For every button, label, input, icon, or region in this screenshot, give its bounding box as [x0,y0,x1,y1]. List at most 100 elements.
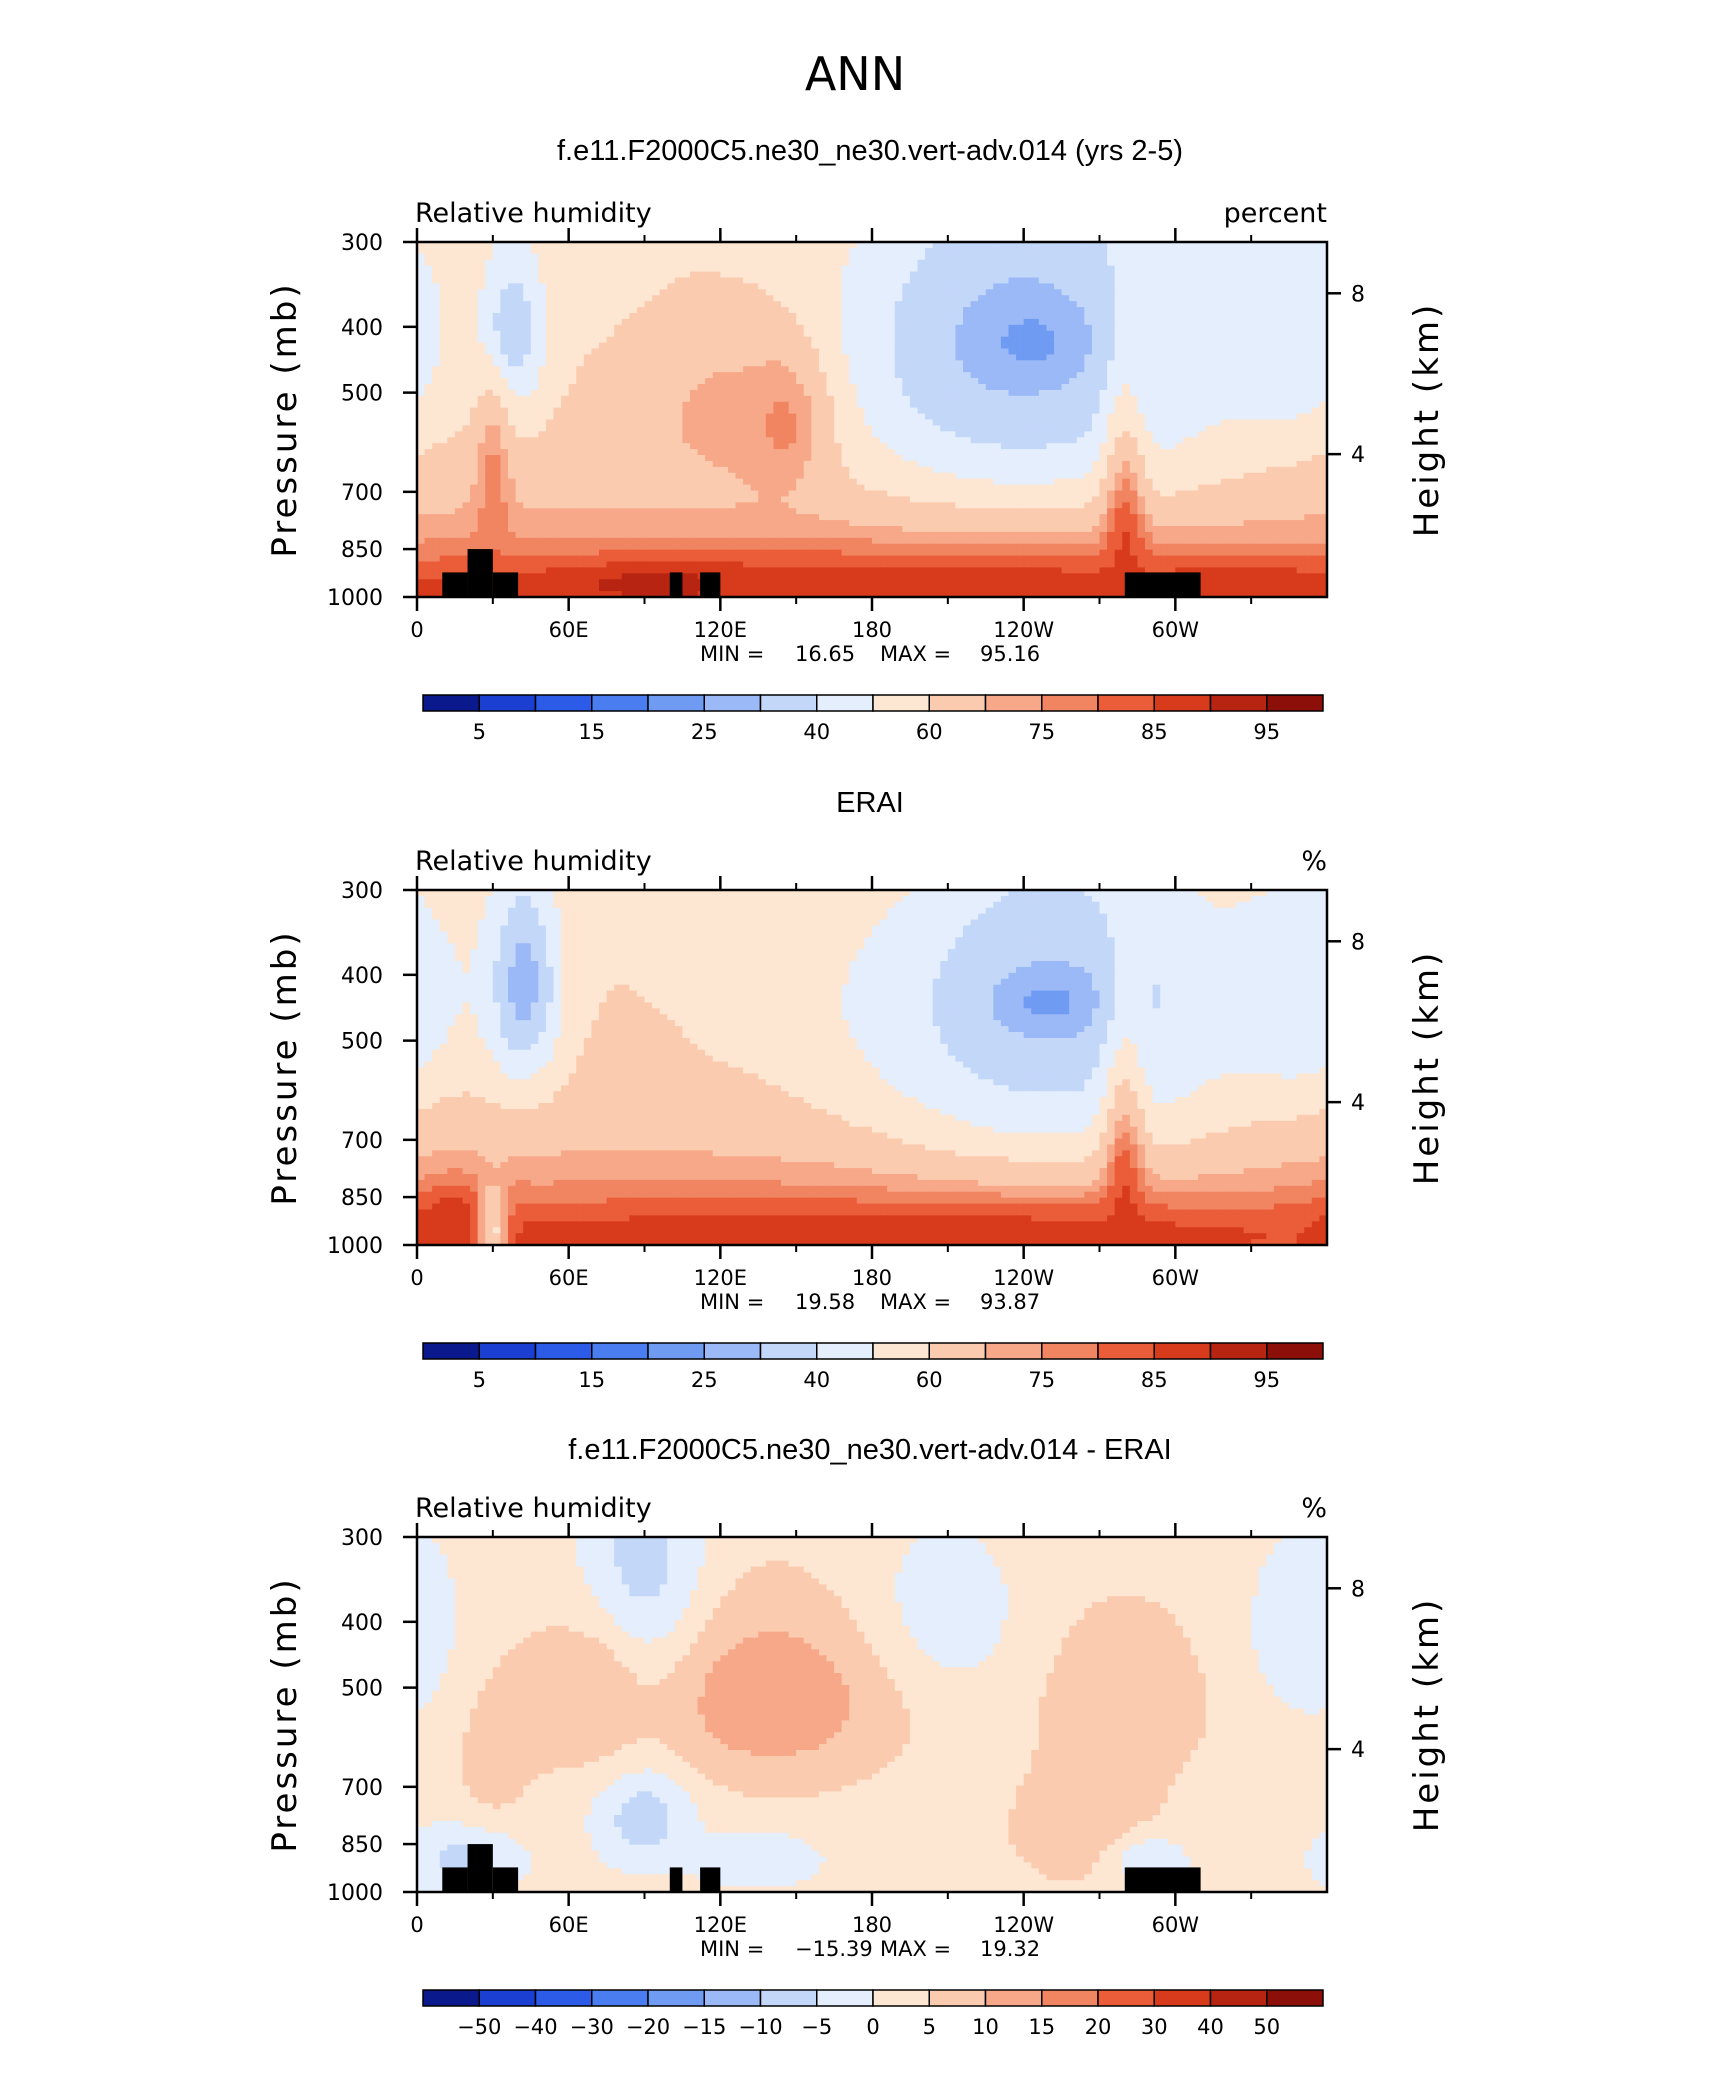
field-cell [1099,372,1108,379]
field-cell [644,307,653,314]
field-cell [1167,384,1176,391]
field-cell [720,253,729,261]
field-cell [985,425,994,432]
field-cell [477,342,486,350]
field-cell [553,407,562,415]
field-cell [1182,455,1192,462]
field-cell [1023,318,1032,326]
field-cell [727,413,737,421]
field-cell [561,259,570,267]
field-cell [424,265,433,273]
field-cell [523,449,532,456]
field-cell [1122,407,1131,415]
field-cell [500,259,509,267]
field-cell [1137,372,1146,379]
field-cell [1031,354,1040,361]
field-cell [705,354,714,361]
field-cell [1038,313,1048,320]
field-cell [902,342,911,350]
field-cell [500,283,509,290]
field-cell [781,301,790,308]
field-cell [796,360,805,367]
field-cell [864,419,873,427]
field-cell [1061,460,1070,468]
field-cell [1182,478,1192,486]
field-cell [727,484,737,492]
field-cell [963,443,972,450]
field-cell [659,271,668,279]
field-cell [1152,366,1161,373]
field-cell [659,449,668,456]
field-cell [970,330,979,338]
field-cell [788,336,797,344]
field-cell [1084,449,1093,456]
field-cell [690,318,699,326]
field-cell [1311,449,1321,456]
field-cell [894,307,903,314]
field-cell [781,277,790,285]
field-cell [1114,455,1123,462]
field-cell [1137,318,1146,326]
field-cell [758,372,767,379]
field-cell [530,247,539,255]
field-cell [712,295,721,302]
field-cell [515,242,524,249]
field-cell [659,253,668,261]
field-cell [705,466,714,474]
field-cell [1228,425,1237,432]
field-cell [925,283,934,290]
field-cell [765,372,775,379]
field-cell [894,437,903,444]
field-cell [1289,395,1298,403]
field-cell [690,348,699,356]
field-cell [1167,366,1176,373]
field-cell [932,253,941,261]
field-cell [1258,401,1267,409]
field-cell [872,348,881,356]
field-cell [1061,259,1070,267]
field-cell [849,307,858,314]
field-cell [515,366,524,373]
field-cell [591,301,600,308]
field-cell [978,253,987,261]
field-cell [743,395,752,403]
field-cell [856,342,866,350]
field-cell [1114,407,1123,415]
field-cell [826,283,835,290]
field-cell [1023,407,1032,415]
field-cell [576,307,585,314]
field-cell [727,360,737,367]
field-cell [538,443,547,450]
field-cell [978,283,987,290]
field-cell [424,407,433,415]
field-cell [1198,455,1207,462]
field-cell [856,277,866,285]
field-cell [1213,443,1222,450]
field-cell [629,478,638,486]
field-cell [1069,437,1078,444]
field-cell [864,372,873,379]
field-cell [1190,437,1199,444]
field-cell [1046,242,1055,249]
field-cell [1190,401,1199,409]
field-cell [1220,395,1230,403]
field-cell [1296,366,1305,373]
field-cell [1213,289,1222,296]
field-cell [735,259,744,267]
field-cell [447,372,456,379]
field-cell [750,277,759,285]
field-cell [932,389,941,397]
field-cell [690,378,699,385]
field-cell [432,318,441,326]
field-cell [1114,301,1123,308]
field-cell [454,372,464,379]
field-cell [447,360,456,367]
field-cell [1281,425,1290,432]
field-cell [1266,478,1275,486]
field-cell [796,253,805,261]
field-cell [545,425,555,432]
field-cell [454,307,464,314]
field-cell [803,437,812,444]
field-cell [454,466,464,474]
field-cell [932,443,941,450]
